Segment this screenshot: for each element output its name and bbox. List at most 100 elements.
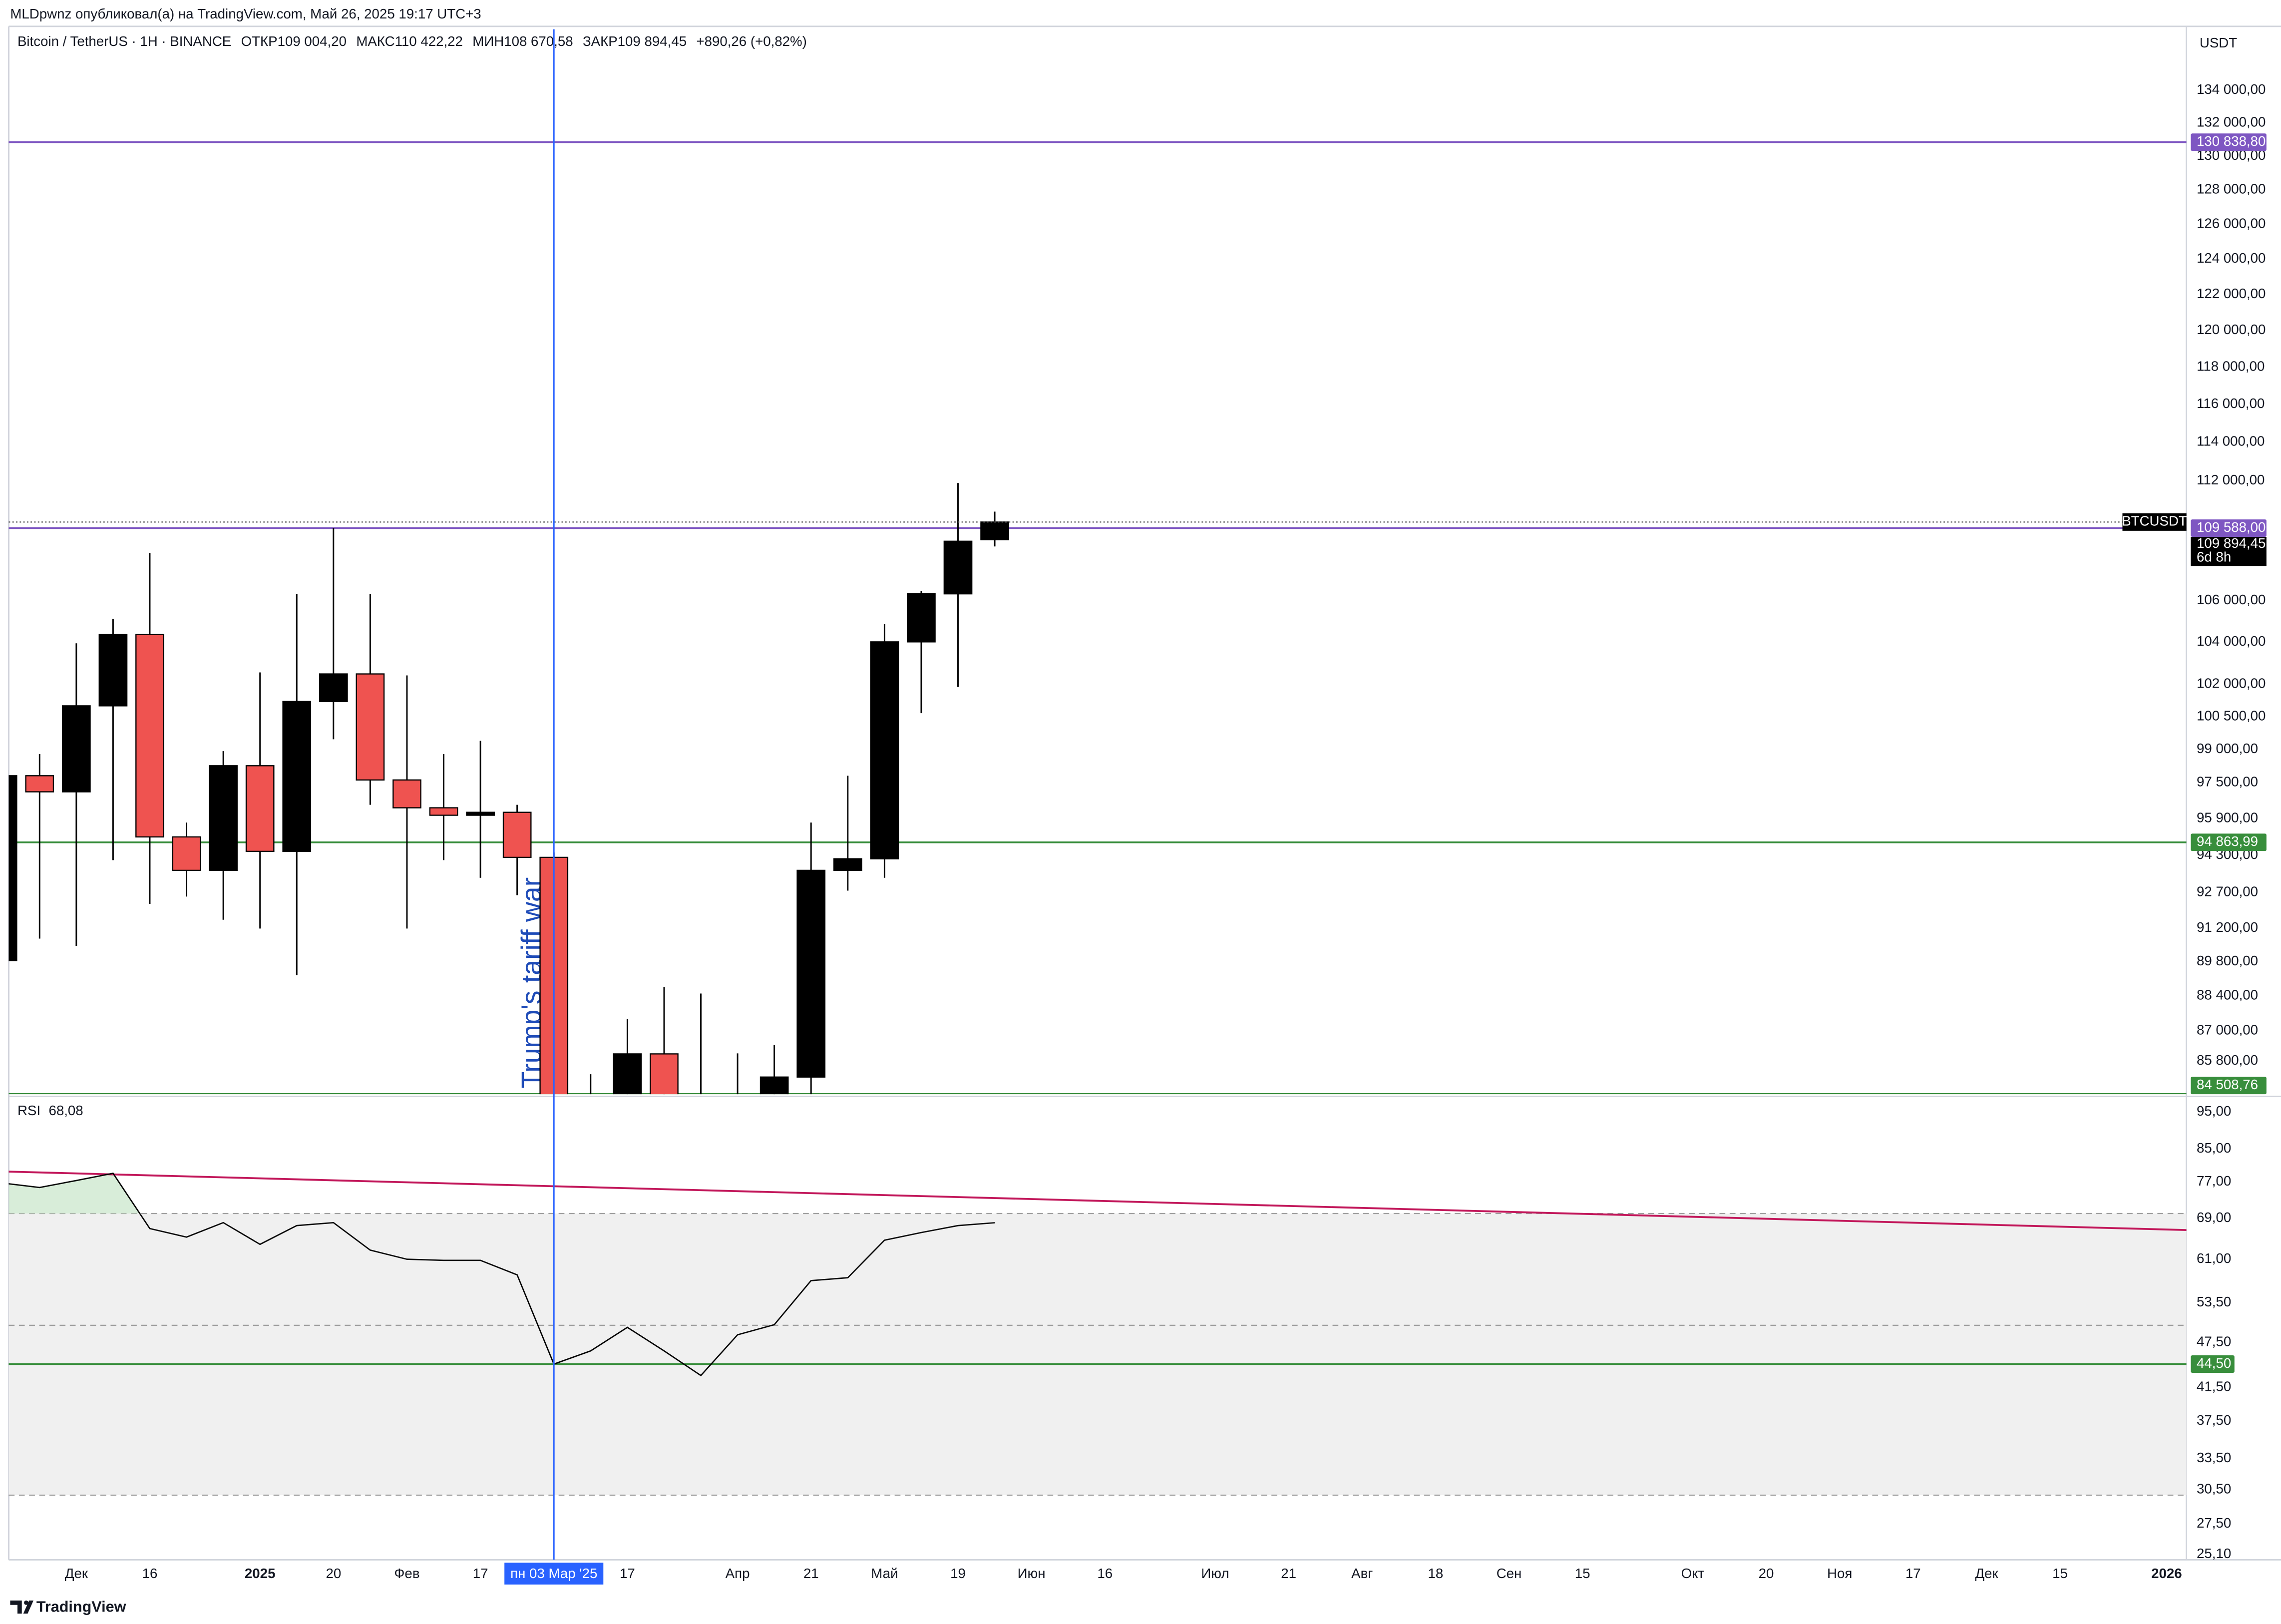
rsi-tick-label: 25,10 (2197, 1546, 2231, 1561)
candle-body (650, 1053, 679, 1095)
candle-body (392, 779, 421, 809)
price-tick-label: 132 000,00 (2197, 114, 2266, 129)
price-tick-label: 112 000,00 (2197, 472, 2265, 487)
price-tick-label: 91 200,00 (2197, 919, 2258, 935)
rsi-tick-label: 33,50 (2197, 1450, 2231, 1465)
rsi-tick-label: 61,00 (2197, 1250, 2231, 1266)
price-tick-label: 85 800,00 (2197, 1052, 2258, 1068)
legend-value: 109 004,20 (278, 33, 347, 49)
rsi-tick-label: 27,50 (2197, 1515, 2231, 1531)
logo-icon (10, 1600, 34, 1614)
level-label: 94 863,99 (2197, 833, 2258, 849)
x-tick-label: 2025 (245, 1566, 276, 1581)
x-tick-label: Апр (726, 1566, 750, 1581)
candle-body (870, 641, 899, 859)
price-tick-label: 116 000,00 (2197, 396, 2265, 411)
logo-dot (24, 1600, 28, 1605)
candle-body (502, 812, 532, 858)
candle-body (172, 836, 201, 871)
rsi-tick-label: 95,00 (2197, 1103, 2231, 1119)
level-label-box (2191, 519, 2267, 537)
level-label: 84 508,76 (2197, 1077, 2258, 1092)
legend-label: МАКС (356, 33, 394, 49)
x-tick-label: Дек (65, 1566, 88, 1581)
rsi-level-box (2191, 1355, 2235, 1373)
candle-body (760, 1076, 789, 1095)
rsi-tick-label: 69,00 (2197, 1210, 2231, 1225)
price-tick-label: 128 000,00 (2197, 181, 2266, 197)
price-unit: USDT (2200, 35, 2237, 50)
rsi-tick-label: 47,50 (2197, 1333, 2231, 1349)
price-tick-label: 106 000,00 (2197, 592, 2266, 607)
candle-body (833, 858, 862, 871)
price-tick-label: 92 700,00 (2197, 884, 2258, 899)
rsi-tick-label: 77,00 (2197, 1173, 2231, 1189)
price-tick-label: 100 500,00 (2197, 708, 2266, 723)
candle-body (466, 812, 495, 816)
price-tick-label: 122 000,00 (2197, 286, 2266, 301)
x-tick-label: 2026 (2151, 1566, 2182, 1581)
symbol: Bitcoin / TetherUS · 1H · BINANCE (17, 33, 231, 49)
candle-body (25, 775, 54, 793)
candle-body (429, 807, 458, 816)
symbol-tag-box (2122, 513, 2187, 531)
last-price-label: 109 894,45 (2197, 535, 2266, 551)
rsi-tick-label: 41,50 (2197, 1378, 2231, 1394)
candle-body (613, 1053, 642, 1095)
candle-body (356, 673, 385, 781)
legend-value: 109 894,45 (618, 33, 687, 49)
price-tick-label: 124 000,00 (2197, 250, 2266, 266)
rsi-tick-label: 85,00 (2197, 1140, 2231, 1156)
candle-body (282, 701, 312, 852)
level-label-box (2191, 833, 2267, 851)
level-label: 109 588,00 (2197, 519, 2266, 535)
candle-body (796, 869, 826, 1078)
candle-body (135, 634, 164, 838)
x-tick-label: 21 (1281, 1566, 1296, 1581)
candle-body (98, 634, 128, 707)
tradingview-logo: TradingView (10, 1599, 126, 1616)
legend: Bitcoin / TetherUS · 1H · BINANCE ОТКР10… (17, 33, 807, 49)
candle-body (943, 540, 973, 595)
symbol-tag: BTCUSDT (2122, 513, 2187, 529)
rsi-band-fill (8, 1213, 2187, 1496)
price-tick-label: 88 400,00 (2197, 987, 2258, 1003)
price-tick-label: 104 000,00 (2197, 633, 2266, 649)
x-tick-label: Авг (1351, 1566, 1373, 1581)
x-tick-label: Сен (1497, 1566, 1522, 1581)
price-tick-label: 99 000,00 (2197, 741, 2258, 756)
legend-label: ОТКР (241, 33, 278, 49)
legend-value: 110 422,22 (395, 33, 463, 49)
countdown-label: 6d 8h (2197, 549, 2231, 565)
price-tick-label: 126 000,00 (2197, 215, 2266, 231)
last-price-box (2191, 537, 2267, 566)
legend-label: МИН (472, 33, 504, 49)
x-tick-label: 20 (1759, 1566, 1774, 1581)
candle-body (245, 765, 275, 852)
publish-info: MLDpwnz опубликовал(а) на TradingView.co… (10, 6, 481, 21)
rsi-line (8, 1173, 995, 1377)
candle-body (980, 521, 1009, 541)
x-tick-label: Окт (1681, 1566, 1705, 1581)
candle-body (8, 775, 17, 961)
price-tick-label: 102 000,00 (2197, 676, 2266, 691)
rsi-level-label: 44,50 (2197, 1355, 2231, 1371)
price-pane: Trump's tariff war (8, 141, 2187, 1095)
candle-body (319, 673, 348, 702)
x-tick-label: Июн (1018, 1566, 1046, 1581)
x-tick-label: Дек (1975, 1566, 1998, 1581)
rsi-tick-label: 53,50 (2197, 1294, 2231, 1309)
x-tick-label: Июл (1201, 1566, 1229, 1581)
level-label-box (2191, 133, 2267, 151)
rsi-trend-line (8, 1171, 2187, 1231)
level-label-box (2191, 1077, 2267, 1095)
x-tick-label: Май (871, 1566, 898, 1581)
x-tick-label: Фев (394, 1566, 419, 1581)
price-tick-label: 120 000,00 (2197, 322, 2266, 337)
rsi-tick-label: 37,50 (2197, 1412, 2231, 1428)
x-tick-label: 17 (1905, 1566, 1921, 1581)
rsi-title: RSI (17, 1103, 40, 1118)
rsi-tick-label: 30,50 (2197, 1481, 2231, 1496)
price-tick-label: 134 000,00 (2197, 81, 2266, 97)
x-tick-label: 17 (473, 1566, 488, 1581)
